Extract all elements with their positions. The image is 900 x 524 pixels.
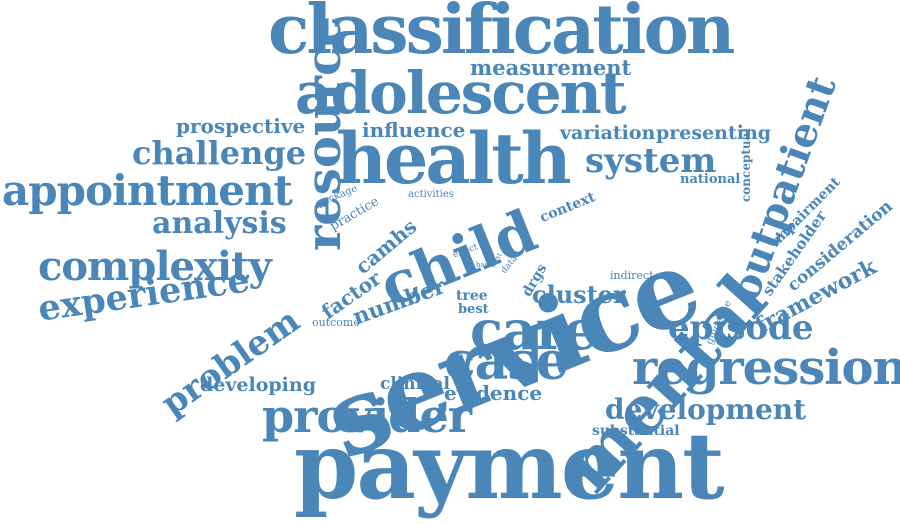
word-presenting: presenting bbox=[656, 122, 772, 144]
word-payment: payment bbox=[294, 412, 725, 520]
word-basis: basis bbox=[476, 261, 495, 269]
word-prospective: prospective bbox=[176, 114, 306, 138]
word-variation: variation bbox=[560, 122, 656, 144]
word-adolescent: adolescent bbox=[295, 59, 627, 127]
word-cluster: cluster bbox=[532, 280, 626, 309]
word-care: care bbox=[470, 298, 598, 362]
word-influence: influence bbox=[362, 118, 466, 142]
word-outcome: outcome bbox=[312, 316, 360, 329]
word-appointment: appointment bbox=[2, 166, 293, 215]
word-health: health bbox=[336, 117, 572, 200]
word-substantial: substantial bbox=[592, 423, 680, 439]
word-analysis: analysis bbox=[152, 206, 287, 241]
word-episode: episode bbox=[668, 308, 814, 348]
word-evidence: evidence bbox=[444, 381, 543, 405]
word-system: system bbox=[585, 141, 717, 181]
word-conceptual: conceptual bbox=[739, 128, 753, 202]
word-development: development bbox=[605, 393, 807, 426]
word-developing: developing bbox=[200, 374, 316, 396]
word-clinical: clinical bbox=[380, 374, 450, 394]
word-national: national bbox=[680, 172, 741, 187]
word-regression: regression bbox=[632, 340, 900, 396]
word-best: best bbox=[458, 302, 489, 317]
word-case: case bbox=[444, 331, 569, 392]
word-measurement: measurement bbox=[470, 55, 632, 80]
word-tree: tree bbox=[456, 288, 488, 304]
word-challenge: challenge bbox=[132, 134, 307, 172]
word-indirect: indirect bbox=[610, 269, 654, 282]
word-classification: classification bbox=[268, 0, 735, 70]
word-complexity: complexity bbox=[38, 243, 272, 290]
word-activities: activities bbox=[408, 189, 454, 200]
word-provider: provider bbox=[262, 389, 472, 443]
